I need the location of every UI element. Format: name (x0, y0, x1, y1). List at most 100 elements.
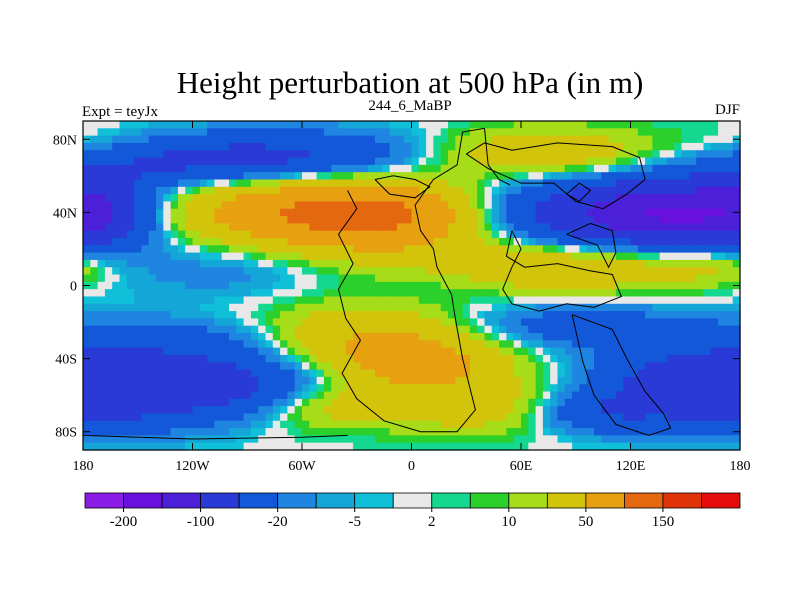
field-cell (499, 274, 507, 283)
field-cell (404, 369, 413, 378)
field-cell (309, 391, 318, 400)
field-cell (375, 325, 383, 334)
field-cell (637, 362, 646, 371)
field-cell (521, 362, 529, 371)
field-cell (535, 135, 544, 144)
field-cell (542, 406, 551, 415)
field-cell (652, 128, 661, 137)
field-cell (97, 267, 106, 276)
continent-outline (466, 142, 646, 210)
field-cell (214, 252, 223, 261)
field-cell (389, 194, 398, 203)
field-cell (499, 252, 507, 261)
field-cell (542, 362, 551, 371)
field-cell (170, 186, 179, 195)
field-cell (506, 398, 515, 407)
field-cell (455, 340, 464, 349)
field-cell (426, 442, 434, 451)
field-cell (360, 281, 369, 290)
field-cell (586, 325, 595, 334)
field-cell (528, 413, 537, 422)
field-cell (236, 333, 245, 341)
field-cell (710, 230, 719, 239)
field-cell (389, 325, 398, 334)
field-cell (696, 420, 705, 429)
field-cell (681, 223, 690, 232)
field-cell (360, 142, 369, 151)
field-cell (302, 413, 310, 422)
field-cell (148, 369, 157, 378)
field-cell (674, 274, 683, 283)
field-cell (97, 237, 106, 246)
field-cell (229, 362, 237, 371)
field-cell (499, 142, 507, 151)
field-cell (119, 398, 128, 407)
field-cell (732, 267, 741, 276)
field-cell (491, 216, 500, 224)
field-cell (396, 391, 405, 400)
colorbar-label: 150 (652, 514, 675, 530)
field-cell (411, 406, 420, 415)
field-cell (338, 186, 347, 195)
field-cell (601, 369, 610, 378)
field-cell (725, 179, 734, 188)
field-cell (207, 201, 215, 210)
field-cell (287, 201, 296, 210)
field-cell (681, 435, 690, 444)
field-cell (667, 216, 675, 224)
field-cell (550, 318, 559, 327)
field-cell (506, 362, 515, 371)
field-cell (667, 340, 675, 349)
field-cell (250, 274, 259, 283)
field-cell (674, 391, 683, 400)
field-cell (97, 245, 106, 254)
field-cell (491, 354, 500, 363)
field-cell (243, 157, 252, 166)
field-cell (382, 289, 391, 298)
field-cell (367, 142, 376, 151)
field-cell (659, 325, 668, 334)
field-cell (90, 384, 99, 393)
field-cell (630, 157, 639, 166)
field-cell (265, 369, 274, 378)
field-cell (535, 216, 544, 224)
field-cell (97, 398, 106, 407)
field-cell (323, 362, 332, 371)
field-cell (448, 259, 456, 268)
field-cell (528, 194, 537, 203)
field-cell (426, 347, 434, 356)
field-cell (477, 333, 486, 341)
field-cell (119, 340, 128, 349)
field-cell (542, 208, 551, 217)
field-cell (229, 406, 237, 415)
field-cell (207, 406, 215, 415)
field-cell (207, 318, 215, 327)
field-cell (396, 340, 405, 349)
field-cell (696, 150, 705, 159)
field-cell (696, 142, 705, 151)
field-cell (477, 362, 486, 371)
field-cell (331, 186, 340, 195)
field-cell (462, 311, 471, 319)
field-cell (119, 142, 128, 151)
field-cell (469, 128, 478, 137)
field-cell (382, 179, 391, 188)
field-cell (185, 428, 194, 436)
field-cell (667, 325, 675, 334)
field-cell (199, 325, 208, 334)
field-cell (469, 186, 478, 195)
field-cell (97, 142, 106, 151)
field-cell (134, 216, 142, 224)
field-cell (411, 259, 420, 268)
field-cell (674, 311, 683, 319)
field-cell (732, 121, 741, 129)
field-cell (594, 442, 602, 451)
field-cell (608, 398, 617, 407)
field-cell (345, 420, 354, 429)
field-cell (418, 245, 427, 254)
field-cell (243, 311, 252, 319)
field-cell (316, 179, 325, 188)
field-cell (272, 164, 281, 173)
field-cell (513, 318, 522, 327)
field-cell (280, 311, 288, 319)
